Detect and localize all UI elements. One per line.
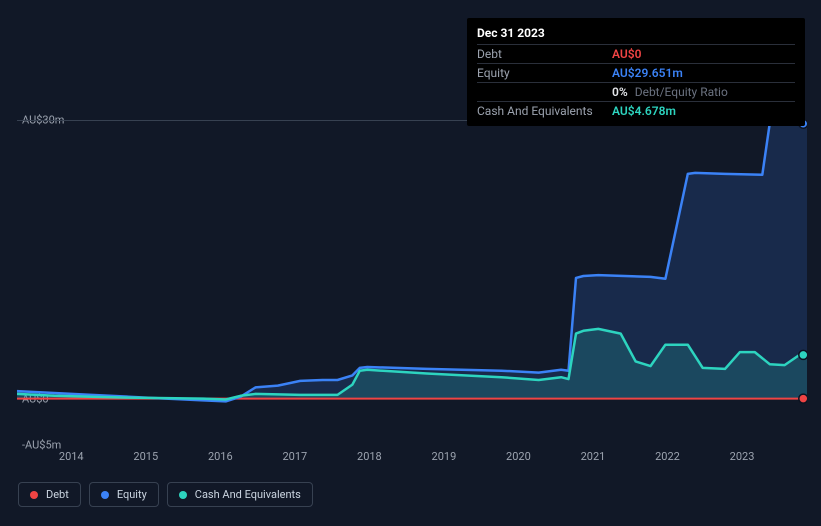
legend-dot-icon bbox=[30, 491, 38, 499]
tooltip-date: Dec 31 2023 bbox=[477, 26, 795, 44]
x-tick-label: 2022 bbox=[655, 450, 680, 463]
chart-area[interactable] bbox=[17, 120, 807, 470]
legend-dot-icon bbox=[101, 491, 109, 499]
legend-label: Debt bbox=[46, 488, 69, 501]
tooltip-table: Debt AU$0 Equity AU$29.651m 0% Debt/Equi… bbox=[477, 44, 795, 120]
x-tick-label: 2017 bbox=[282, 450, 307, 463]
legend-label: Equity bbox=[117, 488, 147, 501]
chart-legend: Debt Equity Cash And Equivalents bbox=[18, 482, 313, 507]
tooltip-equity-value: AU$29.651m bbox=[612, 64, 795, 83]
x-tick-label: 2023 bbox=[730, 450, 755, 463]
tooltip-debt-value: AU$0 bbox=[612, 45, 795, 64]
x-tick-label: 2020 bbox=[506, 450, 531, 463]
chart-svg bbox=[17, 120, 807, 445]
x-axis-labels: 2014 2015 2016 2017 2018 2019 2020 2021 2022 2023 bbox=[17, 450, 807, 470]
x-tick-label: 2016 bbox=[208, 450, 233, 463]
tooltip-ratio-value: 0% bbox=[612, 85, 628, 99]
x-tick-label: 2019 bbox=[432, 450, 457, 463]
x-tick-label: 2015 bbox=[133, 450, 158, 463]
legend-item[interactable]: Cash And Equivalents bbox=[167, 482, 313, 507]
tooltip-cash-label: Cash And Equivalents bbox=[477, 102, 612, 121]
tooltip-cash-value: AU$4.678m bbox=[612, 102, 795, 121]
tooltip-equity-label: Equity bbox=[477, 64, 612, 83]
x-tick-label: 2018 bbox=[357, 450, 382, 463]
x-tick-label: 2021 bbox=[581, 450, 606, 463]
tooltip-ratio-spacer bbox=[477, 83, 612, 102]
tooltip-debt-label: Debt bbox=[477, 45, 612, 64]
x-tick-label: 2014 bbox=[59, 450, 84, 463]
legend-item[interactable]: Equity bbox=[89, 482, 159, 507]
legend-dot-icon bbox=[179, 491, 187, 499]
chart-tooltip: Dec 31 2023 Debt AU$0 Equity AU$29.651m … bbox=[467, 18, 805, 126]
tooltip-ratio-cell: 0% Debt/Equity Ratio bbox=[612, 83, 795, 102]
tooltip-ratio-label: Debt/Equity Ratio bbox=[631, 85, 728, 99]
legend-label: Cash And Equivalents bbox=[195, 488, 301, 501]
legend-item[interactable]: Debt bbox=[18, 482, 81, 507]
